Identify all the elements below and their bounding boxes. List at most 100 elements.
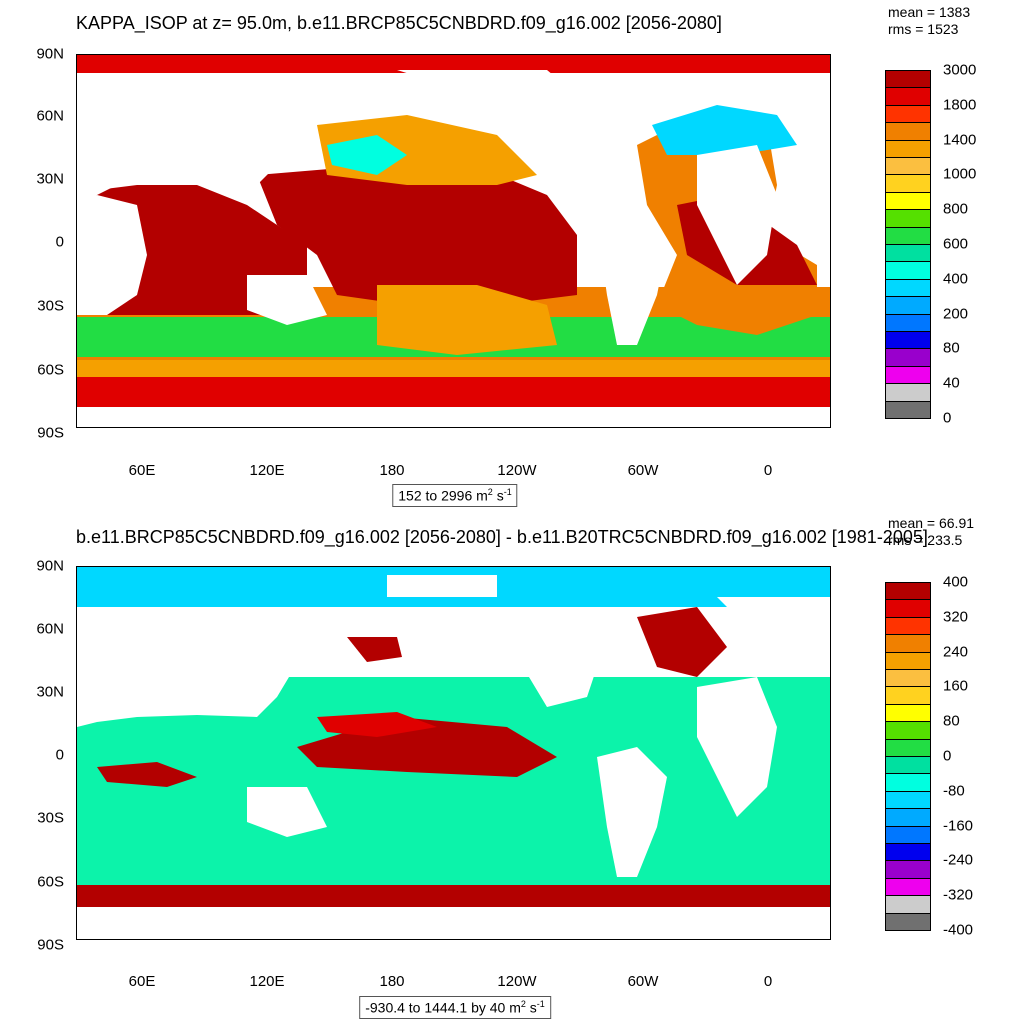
south-america (597, 215, 667, 345)
panel2-colorbar-swatch (885, 669, 931, 688)
p2-australia (247, 787, 327, 837)
north-america (397, 70, 597, 175)
panel1-units: m (476, 487, 488, 504)
panel2-colorbar-swatch (885, 860, 931, 879)
panel2-title: b.e11.BRCP85C5CNBDRD.f09_g16.002 [2056-2… (76, 527, 928, 547)
panel1-units-s: s (492, 487, 504, 504)
panel1-colorbar-label: 200 (943, 305, 969, 323)
panel2-colorbar-label: 0 (943, 747, 952, 765)
panel1-colorbar-swatch (885, 348, 931, 367)
panel1-units-sup1: 2 (487, 487, 493, 497)
p2-antarctic-red (77, 885, 830, 907)
p2-lat-0: 0 (55, 746, 64, 764)
p2-europe (717, 597, 830, 637)
panel2-colorbar: 400 320 240 160 80 0 -80 -160 -240 -320 -400 (885, 574, 973, 939)
panel2-colorbar-swatch (885, 756, 931, 775)
panel2-colorbar-swatch (885, 912, 931, 931)
p2-indian-red (97, 762, 197, 787)
panel2-colorbar-label: 400 (943, 573, 969, 591)
panel1-colorbar-swatch (885, 191, 931, 211)
panel1-colorbar-swatch (885, 313, 931, 332)
p2-lon-60w: 60W (627, 973, 659, 990)
eurasia (77, 73, 327, 195)
panel2-colorbar-label: -80 (943, 782, 965, 800)
kuroshio-cyan (327, 135, 407, 175)
panel2-colorbar-swatch (885, 843, 931, 862)
panel1-colorbar-swatch (885, 139, 931, 158)
panel1-colorbar-swatch (885, 261, 931, 280)
panel2-colorbar-swatch (885, 738, 931, 757)
panel1-colorbar-label: 1400 (943, 131, 977, 149)
panel1-colorbar-swatch (885, 122, 931, 141)
p2-lat-30n: 30N (36, 683, 64, 701)
panel1-title: KAPPA_ISOP at z= 95.0m, b.e11.BRCP85C5CN… (76, 13, 722, 33)
panel1-units-sup2: -1 (503, 487, 512, 497)
p2-lat-90s: 90S (37, 936, 64, 954)
panel2-colorbar-swatch (885, 634, 931, 653)
p1-lon-120e: 120E (249, 462, 285, 479)
panel2-colorbar-swatch (885, 877, 931, 897)
panel1-mean: mean = 1383 (888, 4, 971, 20)
p1-lat-30n: 30N (36, 170, 64, 188)
antarctica (77, 407, 830, 427)
panel1-colorbar-label: 0 (943, 409, 952, 427)
panel1-colorbar-swatch (885, 157, 931, 176)
p2-north-eq-red (317, 712, 437, 737)
p2-eurasia (77, 607, 327, 727)
panel2-colorbar-swatch (885, 582, 931, 601)
panel1-colorbar-swatch (885, 383, 931, 402)
panel1-colorbar-swatch (885, 104, 931, 124)
p2-arctic-white (387, 575, 497, 597)
panel1-colorbar-swatch (885, 174, 931, 193)
p2-lon-120e: 120E (249, 973, 285, 990)
panel1-colorbar-swatch (885, 365, 931, 385)
panel2-colorbar-label: 240 (943, 643, 969, 661)
panel2-colorbar-swatch (885, 599, 931, 618)
panel2-colorbar-swatch (885, 686, 931, 705)
panel2-units: m (509, 999, 521, 1016)
panel2-colorbar-swatch (885, 651, 931, 670)
antarctic-red (77, 377, 830, 407)
panel1-colorbar-swatch (885, 400, 931, 419)
panel2-colorbar-swatch (885, 721, 931, 740)
panel2-rms: rms = 233.5 (888, 532, 963, 548)
p2-lat-60n: 60N (36, 620, 64, 638)
panel2-colorbar-swatch (885, 895, 931, 914)
panel1-colorbar-swatch (885, 87, 931, 106)
panel1-map (76, 54, 831, 428)
panel2-colorbar-label: -160 (943, 817, 974, 835)
africa (697, 145, 777, 285)
p1-lon-0: 0 (763, 462, 773, 479)
africa-east (77, 195, 147, 315)
panel1-colorbar-swatch (885, 331, 931, 350)
panel1-colorbar-label: 40 (943, 374, 960, 392)
panel2-colorbar-swatch (885, 703, 931, 723)
panel1-colorbar-swatch (885, 278, 931, 298)
panel2-units-sup1: 2 (520, 999, 526, 1009)
p2-north-america (397, 607, 597, 707)
panel2-colorbar-swatch (885, 790, 931, 810)
panel2-range: -930.4 to 1444.1 by 40 (365, 999, 506, 1016)
panel2-colorbar-label: -400 (943, 921, 974, 939)
p2-lon-0: 0 (763, 973, 773, 990)
panel2-colorbar-label: 160 (943, 677, 969, 695)
p1-lat-60n: 60N (36, 107, 64, 125)
panel1-colorbar: 3000 1800 1400 1000 800 600 400 200 80 40 0 (885, 62, 976, 427)
p2-lon-180: 180 (379, 973, 405, 990)
p2-lat-30s: 30S (37, 809, 64, 827)
pacific-equatorial (257, 165, 577, 305)
panel1-range: 152 to 2996 (398, 487, 473, 504)
p1-lon-60e: 60E (128, 462, 156, 479)
panel2-colorbar-label: -320 (943, 886, 974, 904)
p2-lat-60s: 60S (37, 873, 64, 891)
p1-lat-0: 0 (55, 233, 64, 251)
arctic-band (77, 55, 830, 73)
p1-lon-120w: 120W (497, 462, 537, 479)
panel2-colorbar-label: 80 (943, 712, 960, 730)
panel2-field (77, 567, 830, 939)
p1-lat-30s: 30S (37, 297, 64, 315)
panel2-units-s: s (525, 999, 537, 1016)
p2-lon-120w: 120W (497, 973, 537, 990)
p2-antarctica (77, 907, 830, 939)
panel2-colorbar-swatch (885, 773, 931, 792)
